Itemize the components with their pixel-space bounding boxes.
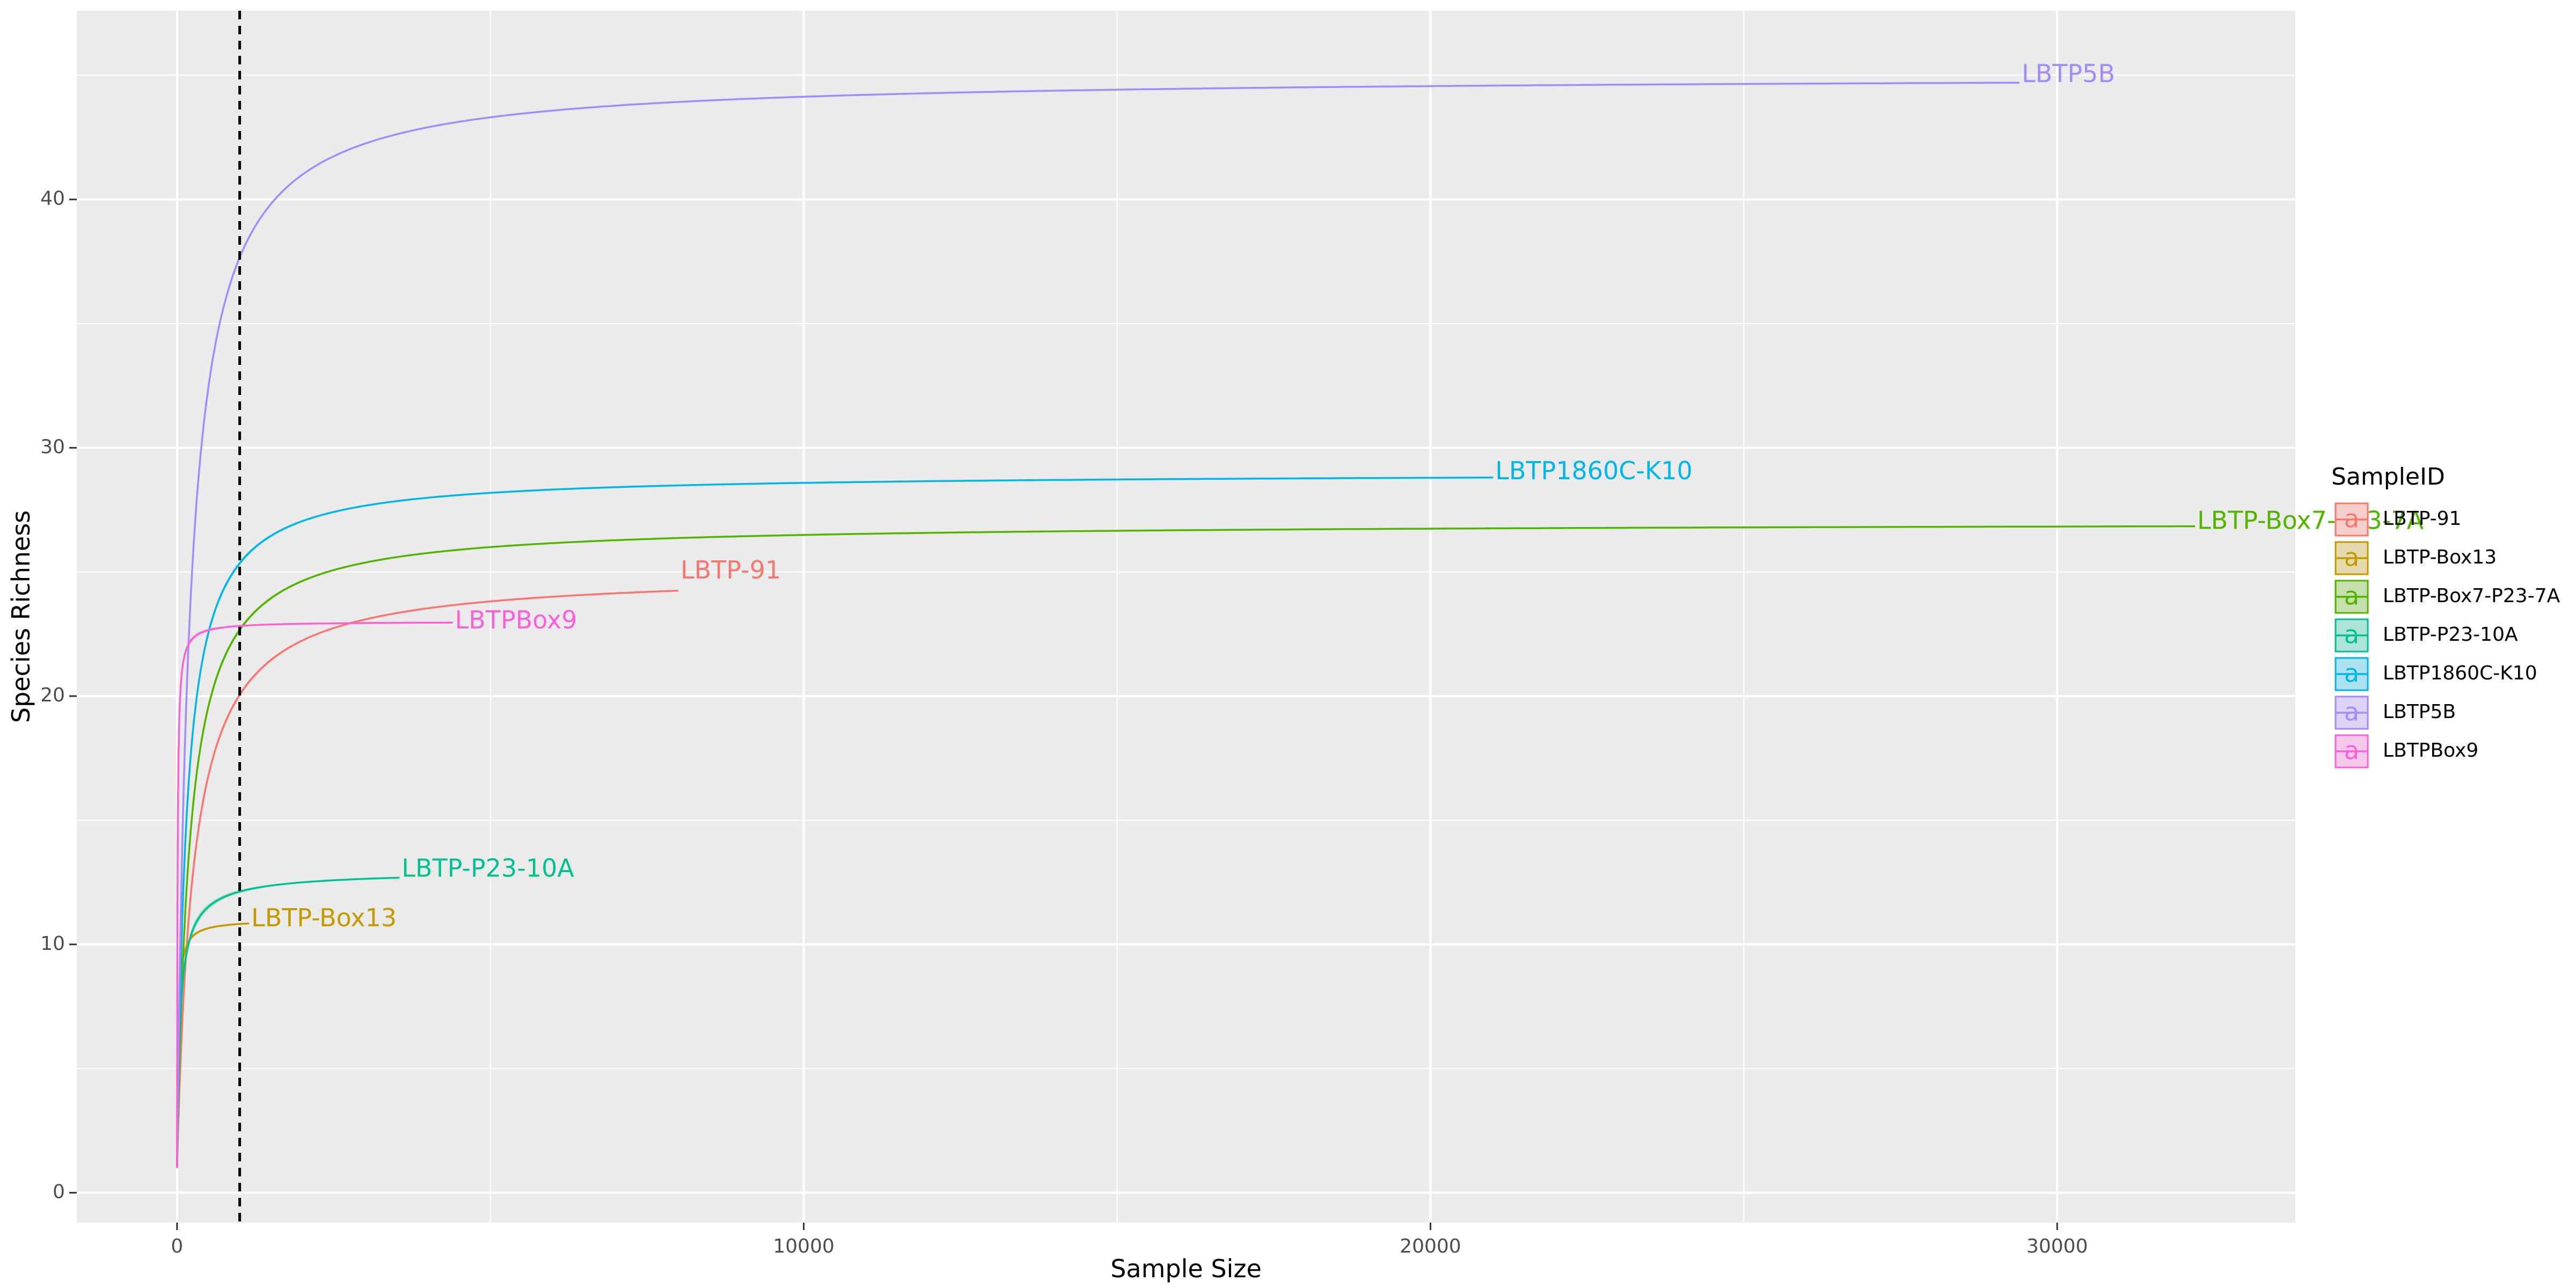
legend-key-glyph: a [2344,582,2359,611]
legend-key-glyph: a [2344,698,2359,727]
legend-item: a LBTP-Box7-P23-7A [2334,580,2560,614]
series-end-label: LBTP-Box7-P23-7A [2197,506,2424,535]
series-end-label: LBTP5B [2022,59,2115,88]
legend-item: a LBTP-P23-10A [2334,618,2518,653]
series-end-label: LBTP1860C-K10 [1495,456,1693,485]
x-tick-label: 0 [171,1235,183,1257]
legend: SampleID a LBTP-91 a LBTP-Box13 a LBTP-Box7-P… [2331,463,2560,769]
legend-item: a LBTP1860C-K10 [2334,657,2537,691]
legend-label: LBTP1860C-K10 [2383,662,2537,684]
line-layer [176,82,2196,1168]
legend-item: a LBTPBox9 [2334,734,2478,769]
series-end-label: LBTP-Box13 [251,903,397,932]
legend-label: LBTP-P23-10A [2383,624,2518,646]
legend-item: a LBTP5B [2334,696,2456,730]
y-axis-title: Species Richness [6,510,35,723]
legend-key-glyph: a [2344,659,2359,688]
series-end-label: LBTP-91 [680,555,781,584]
legend-key-glyph: a [2344,504,2359,533]
legend-label: LBTP5B [2383,701,2456,723]
legend-key-glyph: a [2344,620,2359,649]
series-line [176,477,1494,1168]
plot-panel [77,11,2295,1223]
legend-label: LBTP-Box13 [2383,546,2497,568]
y-tick-label: 40 [40,188,65,210]
legend-key-glyph: a [2344,736,2359,765]
series-line [176,621,453,1168]
x-tick-label: 30000 [2026,1235,2088,1257]
legend-label: LBTPBox9 [2383,740,2478,762]
series-line [176,876,400,1168]
legend-label: LBTP-Box7-P23-7A [2383,585,2560,607]
series-end-label: LBTPBox9 [455,605,577,634]
series-line [176,525,2196,1168]
legend-item: a LBTP-Box13 [2334,541,2497,575]
series-line [176,82,2020,1168]
y-tick-label: 10 [40,933,65,955]
legend-label: LBTP-91 [2383,508,2461,530]
x-axis-title: Sample Size [1110,1254,1262,1283]
axis-layer: 0 10000 20000 30000 0 10 20 30 40 [40,188,2088,1257]
legend-item: a LBTP-91 [2334,502,2461,537]
series-label-layer: LBTP-91 LBTP-Box13 LBTP-Box7-P23-7A LBTP-P2… [251,59,2424,932]
legend-key-glyph: a [2344,543,2359,572]
x-tick-label: 20000 [1400,1235,1461,1257]
x-tick-label: 10000 [773,1235,835,1257]
grid-layer [77,11,2295,1223]
y-tick-label: 20 [40,684,65,706]
y-tick-label: 0 [53,1181,65,1203]
y-tick-label: 30 [40,436,65,458]
legend-title: SampleID [2331,463,2445,491]
series-end-label: LBTP-P23-10A [401,853,574,882]
